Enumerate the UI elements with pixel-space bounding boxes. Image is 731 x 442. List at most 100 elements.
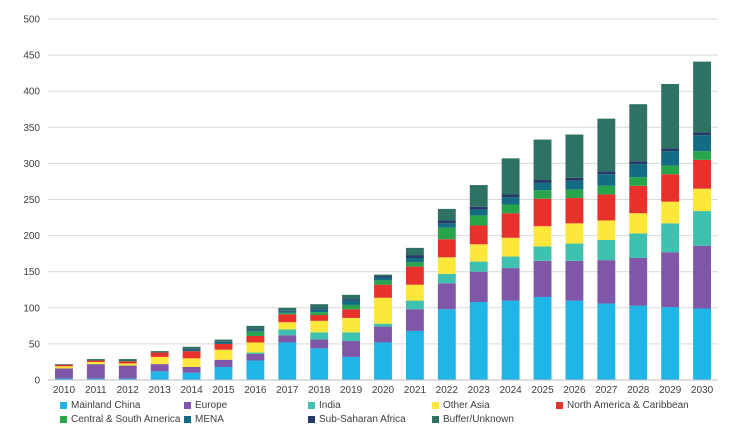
bar-segment-other-asia-2030 bbox=[693, 188, 711, 212]
legend-item-mainland-china: Mainland China bbox=[60, 400, 141, 411]
bar-segment-india-2018 bbox=[310, 332, 329, 340]
legend-label: Europe bbox=[195, 400, 228, 411]
bar-segment-sub-saharan-africa-2019 bbox=[342, 299, 361, 301]
bar-segment-buffer-unknown-2015 bbox=[214, 339, 233, 342]
bar-segment-india-2027 bbox=[597, 239, 616, 261]
legend-item-other-asia: Other Asia bbox=[432, 400, 490, 411]
bar-segment-buffer-unknown-2013 bbox=[150, 351, 169, 353]
bar-segment-mainland-china-2026 bbox=[565, 300, 584, 380]
bar-segment-buffer-unknown-2019 bbox=[342, 294, 361, 300]
legend-item-europe: Europe bbox=[184, 400, 227, 411]
bar-segment-europe-2014 bbox=[182, 367, 201, 373]
legend-label: Other Asia bbox=[443, 400, 490, 411]
bar-segment-buffer-unknown-2030 bbox=[693, 61, 711, 133]
bar-segment-europe-2023 bbox=[469, 271, 488, 303]
x-tick-label: 2025 bbox=[531, 385, 554, 396]
bar-segment-buffer-unknown-2026 bbox=[565, 134, 584, 178]
bar-segment-sub-saharan-africa-2028 bbox=[629, 161, 648, 165]
bars bbox=[55, 61, 711, 380]
bar-segment-mainland-china-2028 bbox=[629, 305, 648, 380]
bar-segment-india-2023 bbox=[469, 261, 488, 272]
bar-segment-north-america-caribbean-2015 bbox=[214, 343, 233, 350]
x-tick-label: 2017 bbox=[276, 385, 299, 396]
bar-segment-sub-saharan-africa-2024 bbox=[501, 194, 520, 198]
bar-segment-india-2017 bbox=[278, 329, 297, 336]
x-tick-label: 2023 bbox=[468, 385, 491, 396]
legend-swatch bbox=[184, 416, 191, 423]
bar-segment-sub-saharan-africa-2020 bbox=[374, 276, 392, 278]
x-tick-label: 2018 bbox=[308, 385, 331, 396]
bar-segment-europe-2024 bbox=[501, 268, 520, 301]
bar-segment-central-south-america-2030 bbox=[693, 151, 711, 160]
bar-segment-mena-2020 bbox=[374, 277, 392, 281]
bar-segment-north-america-caribbean-2019 bbox=[342, 309, 361, 318]
bar-segment-mena-2019 bbox=[342, 300, 361, 305]
x-axis: 2010 2011 2012 2013 2014 2015 2016 2017 2018 2019… bbox=[53, 385, 714, 396]
bar-segment-central-south-america-2023 bbox=[469, 215, 488, 226]
x-tick-label: 2012 bbox=[117, 385, 140, 396]
bar-segment-sub-saharan-africa-2023 bbox=[469, 206, 488, 210]
y-tick-label: 500 bbox=[23, 15, 40, 26]
bar-segment-europe-2018 bbox=[310, 339, 329, 349]
bar-segment-central-south-america-2018 bbox=[310, 312, 329, 316]
legend-label: MENA bbox=[195, 414, 224, 425]
bar-segment-north-america-caribbean-2011 bbox=[86, 360, 105, 362]
bar-segment-mena-2018 bbox=[310, 309, 329, 313]
legend-label: Mainland China bbox=[71, 400, 141, 411]
bar-segment-europe-2026 bbox=[565, 260, 584, 301]
bar-segment-central-south-america-2019 bbox=[342, 304, 361, 310]
bar-segment-other-asia-2018 bbox=[310, 320, 329, 333]
bar-segment-india-2019 bbox=[342, 332, 361, 342]
bar-segment-north-america-caribbean-2014 bbox=[182, 351, 201, 359]
bar-segment-buffer-unknown-2025 bbox=[533, 139, 552, 180]
legend-label: Central & South America bbox=[71, 414, 181, 425]
bar-segment-buffer-unknown-2021 bbox=[405, 247, 424, 256]
y-tick-label: 0 bbox=[34, 376, 40, 387]
bar-segment-india-2016 bbox=[246, 352, 265, 354]
x-tick-label: 2010 bbox=[53, 385, 76, 396]
bar-segment-other-asia-2024 bbox=[501, 237, 520, 257]
bar-segment-sub-saharan-africa-2018 bbox=[310, 308, 329, 310]
bar-segment-north-america-caribbean-2017 bbox=[278, 314, 297, 323]
bar-segment-mainland-china-2015 bbox=[214, 367, 233, 380]
bar-segment-north-america-caribbean-2013 bbox=[150, 352, 169, 357]
bar-segment-mena-2016 bbox=[246, 330, 265, 332]
bar-segment-europe-2016 bbox=[246, 354, 265, 361]
bar-segment-europe-2022 bbox=[437, 283, 456, 310]
x-tick-label: 2024 bbox=[499, 385, 522, 396]
x-tick-label: 2027 bbox=[595, 385, 618, 396]
legend-label: Sub-Saharan Africa bbox=[319, 414, 406, 425]
bar-segment-north-america-caribbean-2020 bbox=[374, 284, 392, 298]
bar-segment-mena-2017 bbox=[278, 311, 297, 313]
legend-item-sub-saharan-africa: Sub-Saharan Africa bbox=[308, 414, 406, 425]
bar-segment-north-america-caribbean-2028 bbox=[629, 185, 648, 214]
bar-segment-india-2028 bbox=[629, 233, 648, 258]
y-tick-label: 200 bbox=[23, 231, 40, 242]
bar-segment-buffer-unknown-2027 bbox=[597, 118, 616, 172]
x-tick-label: 2021 bbox=[404, 385, 427, 396]
legend-swatch bbox=[60, 402, 67, 409]
bar-segment-other-asia-2014 bbox=[182, 358, 201, 367]
y-tick-label: 250 bbox=[23, 195, 40, 206]
bar-segment-north-america-caribbean-2023 bbox=[469, 225, 488, 245]
y-tick-label: 100 bbox=[23, 303, 40, 314]
bar-segment-mainland-china-2017 bbox=[278, 342, 297, 380]
bar-segment-europe-2027 bbox=[597, 260, 616, 304]
bar-segment-north-america-caribbean-2024 bbox=[501, 213, 520, 238]
bar-segment-europe-2028 bbox=[629, 257, 648, 306]
bar-segment-mainland-china-2021 bbox=[405, 330, 424, 380]
bar-segment-buffer-unknown-2029 bbox=[661, 83, 680, 149]
bar-segment-europe-2030 bbox=[693, 245, 711, 309]
bar-segment-buffer-unknown-2024 bbox=[501, 158, 520, 195]
bar-segment-india-2022 bbox=[437, 273, 456, 284]
x-tick-label: 2016 bbox=[244, 385, 267, 396]
bar-segment-mena-2025 bbox=[533, 182, 552, 191]
bar-segment-mena-2029 bbox=[661, 151, 680, 166]
bar-segment-mainland-china-2014 bbox=[182, 372, 201, 380]
bar-segment-other-asia-2022 bbox=[437, 257, 456, 274]
bar-segment-other-asia-2017 bbox=[278, 322, 297, 330]
bar-segment-other-asia-2021 bbox=[405, 284, 424, 301]
bar-segment-other-asia-2010 bbox=[55, 366, 73, 369]
bar-segment-india-2030 bbox=[693, 211, 711, 246]
legend-label: India bbox=[319, 400, 341, 411]
